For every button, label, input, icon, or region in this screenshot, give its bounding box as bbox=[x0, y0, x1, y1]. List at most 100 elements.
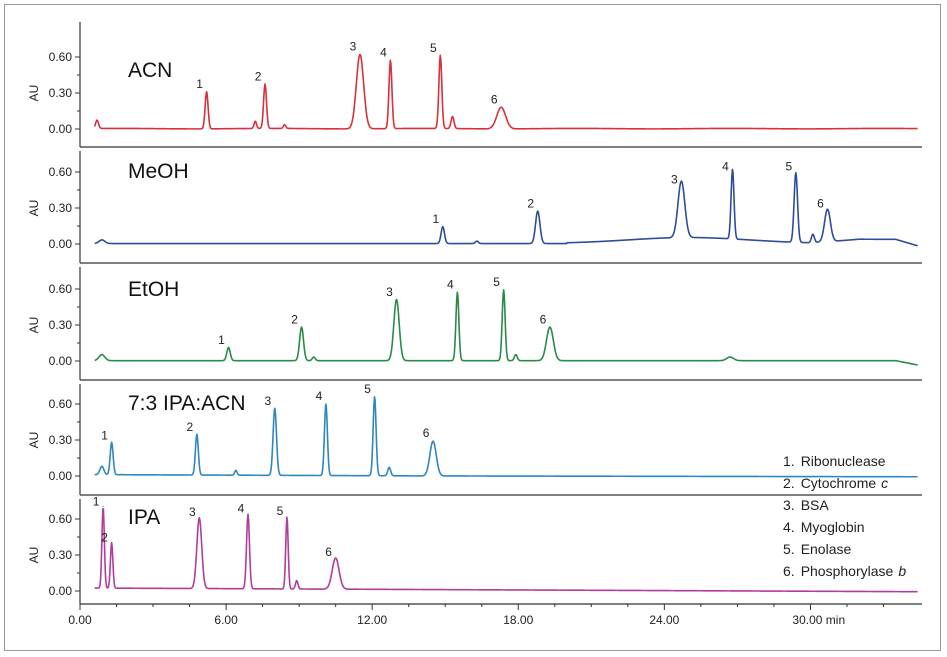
peak-point bbox=[227, 346, 230, 349]
legend-number: 4. bbox=[783, 519, 795, 535]
peak-point bbox=[537, 210, 539, 212]
peak-point bbox=[206, 91, 208, 93]
peak-point bbox=[286, 516, 288, 518]
y-tick-label: 0.30 bbox=[49, 548, 73, 562]
peak-point bbox=[101, 354, 103, 356]
peak-point bbox=[389, 59, 392, 61]
peak-number-label: 1 bbox=[218, 333, 225, 347]
peak-point bbox=[274, 407, 276, 409]
peak-number-label: 5 bbox=[364, 382, 371, 396]
peak-point bbox=[313, 356, 315, 358]
peak-number-label: 5 bbox=[430, 41, 437, 55]
panel-title: ACN bbox=[128, 59, 172, 82]
legend-item: 3. BSA bbox=[783, 497, 829, 513]
x-tick-label: 12.00 bbox=[357, 613, 387, 627]
x-tick-label: 24.00 bbox=[649, 613, 679, 627]
x-tick-label: 0.00 bbox=[68, 613, 92, 627]
peak-point bbox=[283, 124, 286, 126]
peak-point bbox=[96, 119, 98, 121]
peak-point bbox=[196, 433, 198, 435]
peak-point bbox=[476, 240, 478, 242]
peak-point bbox=[300, 326, 303, 328]
peak-point bbox=[111, 441, 113, 443]
peak-point bbox=[235, 469, 237, 471]
peak-point bbox=[359, 53, 361, 56]
peak-number-label: 6 bbox=[423, 426, 430, 440]
y-tick-label: 0.60 bbox=[49, 282, 73, 296]
x-tick-label: 30.00 min bbox=[792, 613, 845, 627]
x-tick-label: 18.00 bbox=[503, 613, 533, 627]
legend-number: 6. bbox=[783, 563, 795, 579]
y-tick-label: 0.60 bbox=[49, 165, 73, 179]
peak-number-label: 1 bbox=[93, 494, 100, 508]
y-tick-label: 0.00 bbox=[49, 354, 73, 368]
peak-number-label: 4 bbox=[447, 278, 454, 292]
peak-point bbox=[451, 115, 454, 118]
y-tick-label: 0.60 bbox=[49, 397, 73, 411]
peak-point bbox=[247, 513, 249, 515]
peak-number-label: 3 bbox=[350, 40, 357, 54]
legend-protein-name: Phosphorylase bbox=[801, 563, 894, 579]
y-tick-label: 0.30 bbox=[49, 433, 73, 447]
peak-number-label: 3 bbox=[386, 285, 393, 299]
panel-title: MeOH bbox=[128, 160, 189, 183]
y-tick-label: 0.30 bbox=[49, 201, 73, 215]
legend-number: 5. bbox=[783, 541, 795, 557]
peak-point bbox=[102, 505, 104, 508]
peak-point bbox=[111, 541, 113, 544]
legend-protein-name: Ribonuclease bbox=[801, 453, 886, 469]
chromatogram-trace bbox=[94, 289, 918, 366]
peak-point bbox=[264, 83, 266, 85]
legend-item: 2. Cytochrome c bbox=[783, 475, 888, 491]
peak-point bbox=[549, 326, 551, 328]
peak-number-label: 4 bbox=[316, 389, 323, 403]
chromatogram-trace bbox=[93, 53, 918, 130]
peak-point bbox=[388, 466, 390, 468]
y-axis-label: AU bbox=[27, 547, 41, 564]
peak-point bbox=[500, 106, 502, 108]
peak-number-label: 2 bbox=[291, 312, 298, 326]
panel-title: EtOH bbox=[128, 278, 179, 301]
peak-point bbox=[826, 208, 829, 210]
peak-point bbox=[432, 440, 434, 442]
y-tick-label: 0.60 bbox=[49, 512, 73, 526]
peak-point bbox=[101, 465, 103, 467]
y-tick-label: 0.00 bbox=[49, 237, 73, 251]
y-axis-label: AU bbox=[27, 432, 41, 449]
peak-point bbox=[198, 517, 200, 519]
y-tick-label: 0.00 bbox=[49, 469, 73, 483]
legend-italic-suffix: b bbox=[898, 563, 906, 579]
y-tick-label: 0.60 bbox=[49, 50, 73, 64]
peak-point bbox=[442, 226, 444, 228]
peak-number-label: 2 bbox=[101, 530, 108, 544]
peak-number-label: 4 bbox=[238, 502, 245, 516]
peak-number-label: 6 bbox=[540, 312, 547, 326]
peak-number-label: 5 bbox=[785, 159, 792, 173]
peak-number-label: 3 bbox=[671, 173, 678, 187]
peak-point bbox=[503, 289, 505, 291]
legend-protein-name: Myoglobin bbox=[801, 519, 865, 535]
y-tick-label: 0.00 bbox=[49, 584, 73, 598]
chromatogram-trace bbox=[94, 168, 918, 247]
figure-frame bbox=[4, 4, 941, 651]
legend-protein-name: Enolase bbox=[801, 541, 852, 557]
peak-point bbox=[795, 172, 797, 174]
peak-point bbox=[456, 291, 458, 293]
chromatogram-trace bbox=[94, 508, 918, 593]
peak-number-label: 4 bbox=[380, 46, 387, 60]
legend-protein-name: BSA bbox=[801, 497, 830, 513]
peak-point bbox=[439, 54, 441, 56]
peak-point bbox=[680, 180, 682, 182]
panel-title: IPA bbox=[128, 506, 160, 529]
y-tick-label: 0.30 bbox=[49, 318, 73, 332]
peak-point bbox=[731, 168, 734, 170]
x-tick-label: 6.00 bbox=[214, 613, 238, 627]
peak-number-label: 3 bbox=[189, 505, 196, 519]
legend-protein-name: Cytochrome bbox=[801, 475, 877, 491]
y-axis-label: AU bbox=[27, 317, 41, 334]
peak-number-label: 1 bbox=[432, 212, 439, 226]
chromatogram-trace bbox=[94, 396, 918, 478]
peak-number-label: 2 bbox=[527, 197, 534, 211]
peak-number-label: 6 bbox=[491, 92, 498, 106]
